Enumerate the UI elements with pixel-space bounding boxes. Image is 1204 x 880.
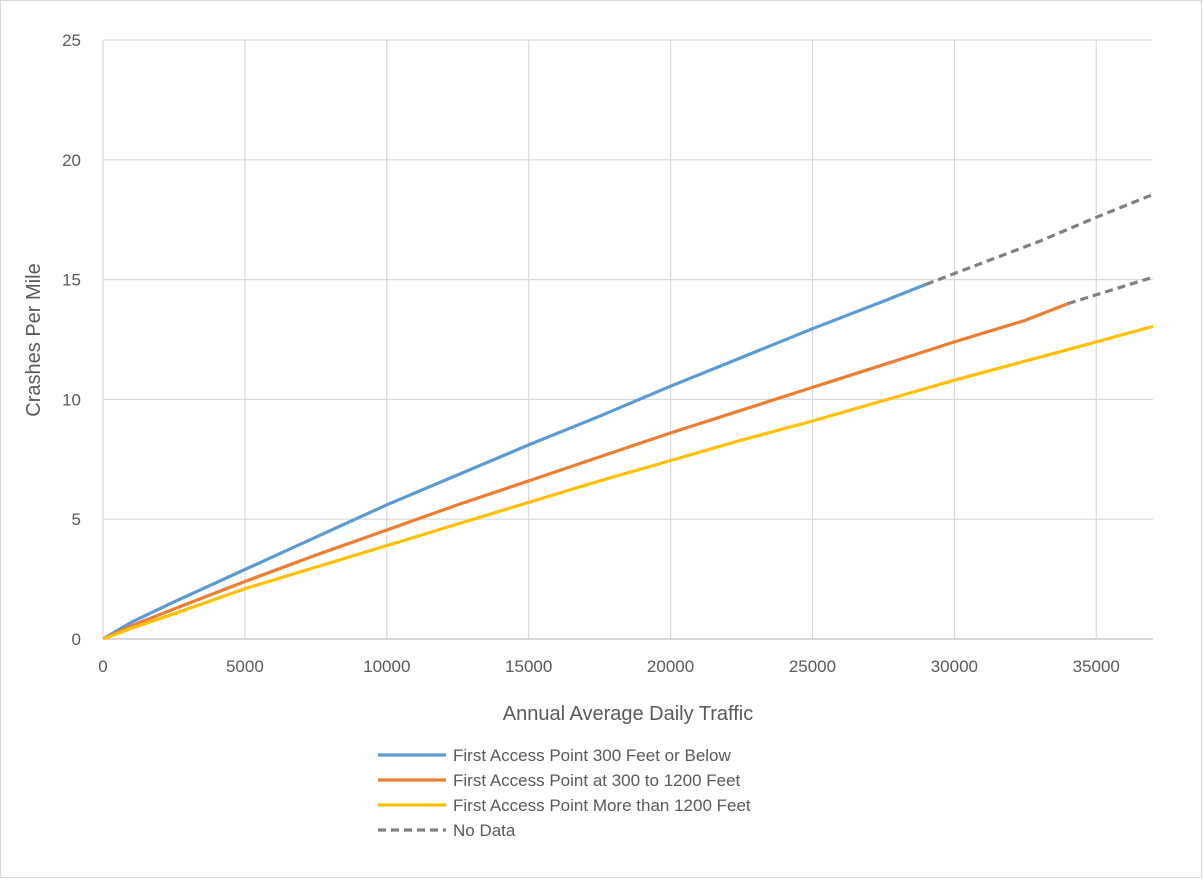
series-lines xyxy=(102,193,1154,641)
x-tick-label: 5000 xyxy=(226,657,264,676)
y-tick-label: 10 xyxy=(62,390,81,409)
x-tick-label: 30000 xyxy=(931,657,978,676)
tick-labels: 0 5000 10000 15000 20000 25000 30000 35000 0 5 10 1… xyxy=(62,31,1120,676)
legend-label: First Access Point at 300 to 1200 Feet xyxy=(453,771,741,790)
x-tick-label: 35000 xyxy=(1073,657,1120,676)
x-axis-label: Annual Average Daily Traffic xyxy=(503,703,754,725)
legend-label: First Access Point More than 1200 Feet xyxy=(453,796,751,815)
legend-label: First Access Point 300 Feet or Below xyxy=(453,746,732,765)
x-tick-label: 25000 xyxy=(789,657,836,676)
y-tick-label: 5 xyxy=(72,510,81,529)
series-2-line xyxy=(102,302,1069,641)
series-4-line xyxy=(925,193,1154,286)
x-tick-label: 15000 xyxy=(505,657,552,676)
series-3-line xyxy=(102,324,1154,641)
y-axis-label: Crashes Per Mile xyxy=(23,263,45,416)
y-tick-label: 15 xyxy=(62,271,81,290)
grid-lines xyxy=(102,39,1153,640)
x-tick-label: 20000 xyxy=(647,657,694,676)
x-tick-label: 10000 xyxy=(363,657,410,676)
y-tick-label: 20 xyxy=(62,151,81,170)
series-1-line xyxy=(102,282,927,641)
y-tick-label: 25 xyxy=(62,31,81,50)
series-4-line xyxy=(1067,275,1154,306)
x-tick-label: 0 xyxy=(98,657,107,676)
legend: First Access Point 300 Feet or Below Firs… xyxy=(378,746,751,840)
legend-label: No Data xyxy=(453,821,516,840)
y-tick-label: 0 xyxy=(72,630,81,649)
